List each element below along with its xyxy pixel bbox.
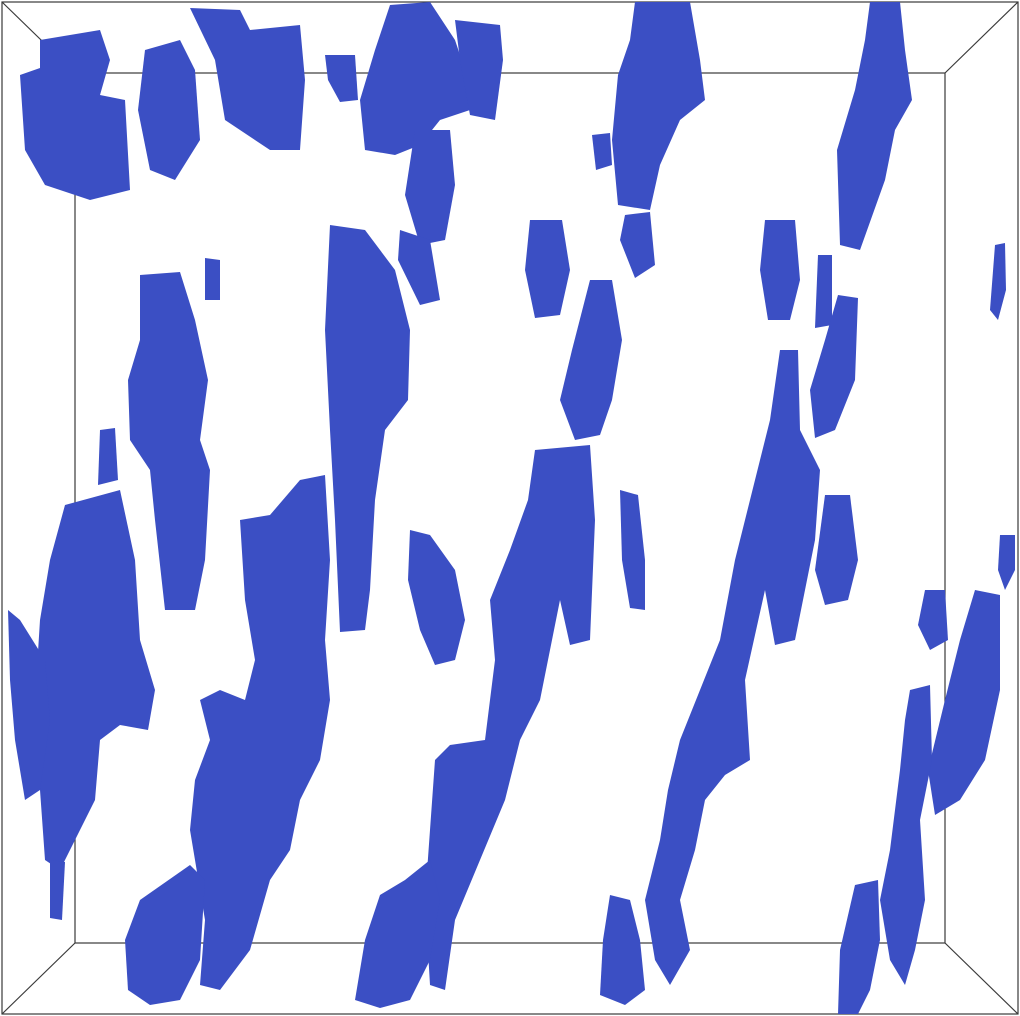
structure-blob [928,590,1000,815]
structure-blob [360,2,470,155]
structure-blob [990,243,1006,320]
structure-blob [205,258,220,300]
structure-blob [405,130,455,245]
structure-blob [398,230,440,305]
structure-blob [35,490,155,870]
structure-blob [837,2,912,250]
structure-blob [815,495,858,605]
bounding-box-edge-bottom-left [1,942,76,1015]
structure-blob [998,535,1015,590]
structure-blob [612,2,705,210]
structure-blob [50,860,65,920]
structure-blob [408,530,465,665]
structure-blob [190,475,330,990]
structure-blob [600,895,645,1005]
structure-blob [815,255,832,328]
structure-blobs [8,2,1015,1014]
structure-blob [325,225,410,632]
structure-blob [880,685,932,985]
structure-blob [425,445,595,990]
structure-blob [592,133,612,170]
structure-blob [190,8,305,150]
structure-blob [8,610,50,800]
structure-blob [810,295,858,438]
structure-blob [620,212,655,278]
structure-blob [645,350,820,985]
structure-blob [355,860,440,1008]
structure-blob [98,428,118,485]
structure-blob [325,55,358,102]
structure-blob [128,272,210,610]
bounding-box-edge-top-right [944,1,1019,74]
structure-blob [620,490,645,610]
structure-blob [560,280,622,440]
structure-blob [525,220,570,318]
structure-blob [455,20,503,120]
structure-blob [760,220,800,320]
structure-blob [138,40,200,180]
bounding-box-edge-bottom-right [944,942,1019,1015]
structure-blob [125,865,205,1005]
structure-blob [838,880,880,1014]
structure-blob [918,590,948,650]
structure-blob [20,30,130,200]
